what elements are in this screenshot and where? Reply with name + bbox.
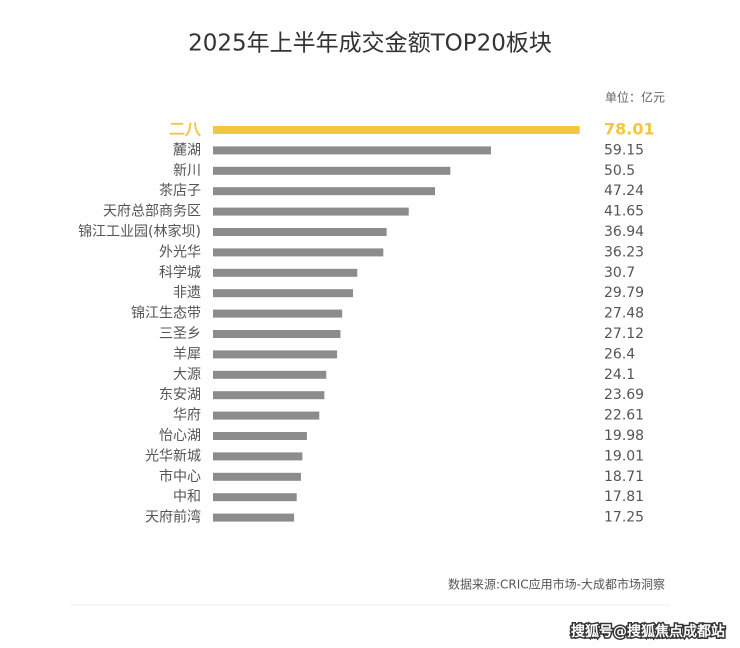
category-label: 科学城	[159, 265, 201, 281]
bar	[213, 228, 387, 236]
bar	[213, 166, 451, 175]
value-label: 26.4	[604, 346, 635, 362]
value-label: 30.7	[604, 265, 635, 281]
category-label: 外光华	[159, 244, 201, 260]
bar	[213, 146, 492, 155]
value-label: 78.01	[604, 120, 655, 139]
category-label: 麓湖	[173, 142, 201, 158]
value-label: 29.79	[604, 285, 644, 301]
bar	[213, 513, 295, 522]
bar	[213, 289, 354, 298]
category-label: 天府前湾	[145, 509, 201, 526]
value-label: 17.25	[604, 510, 644, 526]
watermark: 搜狐号@搜狐焦点成都站	[571, 623, 725, 640]
value-label: 22.61	[604, 408, 644, 424]
bar	[213, 330, 341, 338]
category-label: 锦江生态带	[131, 305, 201, 322]
bar	[213, 493, 297, 502]
value-label: 27.48	[604, 306, 644, 322]
category-label: 光华新城	[145, 448, 201, 464]
value-label: 50.5	[604, 163, 635, 179]
bar	[213, 248, 384, 257]
bar	[213, 411, 320, 420]
category-label: 二八	[169, 120, 202, 139]
value-label: 19.98	[604, 428, 644, 444]
bar	[213, 472, 301, 481]
value-label: 41.65	[604, 204, 644, 220]
category-label: 市中心	[159, 468, 201, 485]
category-label: 怡心湖	[159, 428, 201, 444]
value-label: 24.1	[604, 367, 635, 383]
chart-title: 2025年上半年成交金额TOP20板块	[188, 31, 552, 57]
category-label: 新川	[173, 163, 201, 179]
category-label: 大源	[173, 367, 201, 383]
category-label: 茶店子	[159, 183, 201, 199]
category-label: 锦江工业园(林家坝)	[78, 223, 201, 240]
value-label: 47.24	[604, 183, 644, 199]
value-label: 27.12	[604, 326, 644, 342]
category-label: 非遗	[173, 285, 201, 301]
bar	[213, 432, 307, 440]
value-label: 36.94	[604, 224, 644, 240]
bar	[213, 350, 338, 359]
category-label: 华府	[173, 408, 201, 424]
source: 数据来源:CRIC应用市场-大成都市场洞察	[448, 577, 665, 592]
category-label: 羊犀	[173, 346, 201, 362]
bar	[213, 126, 580, 134]
category-label: 三圣乡	[159, 326, 201, 342]
bar	[213, 187, 436, 196]
unit-label: 单位：亿元	[605, 90, 665, 105]
bar	[213, 370, 327, 379]
value-label: 18.71	[604, 469, 644, 485]
bar	[213, 452, 303, 461]
bar	[213, 309, 343, 318]
category-label: 中和	[173, 489, 201, 505]
value-label: 23.69	[604, 387, 644, 403]
category-label: 天府总部商务区	[103, 204, 201, 220]
bar	[213, 268, 358, 277]
value-label: 59.15	[604, 142, 644, 158]
category-label: 东安湖	[159, 387, 201, 403]
bar	[213, 391, 325, 400]
value-label: 19.01	[604, 448, 644, 464]
value-label: 17.81	[604, 489, 644, 505]
value-label: 36.23	[604, 244, 644, 260]
bar	[213, 207, 409, 216]
